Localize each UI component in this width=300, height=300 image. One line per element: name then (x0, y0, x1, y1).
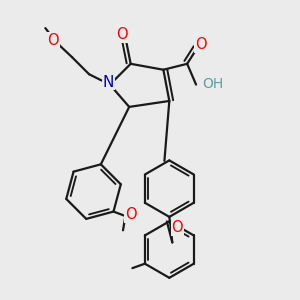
Text: O: O (116, 28, 128, 43)
Text: O: O (172, 220, 183, 235)
Text: O: O (125, 207, 136, 222)
Text: N: N (103, 75, 114, 90)
Text: O: O (195, 37, 206, 52)
Text: O: O (48, 32, 59, 47)
Text: OH: OH (202, 77, 224, 91)
